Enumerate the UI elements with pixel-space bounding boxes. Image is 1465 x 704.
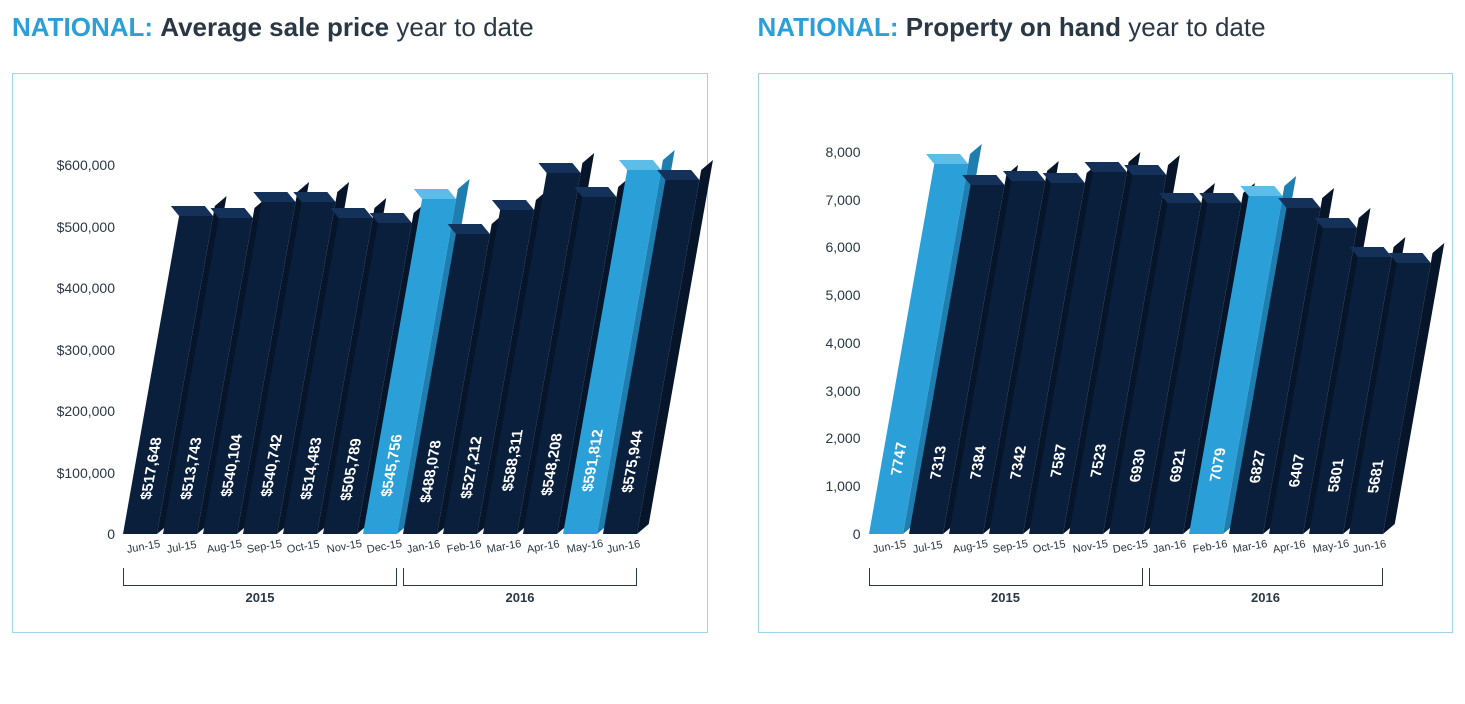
x-tick-label: Jul-15 bbox=[166, 539, 198, 556]
chart-plot-area: 01,0002,0003,0004,0005,0006,0007,0008,00… bbox=[779, 104, 1433, 534]
y-tick-label: $600,000 bbox=[57, 157, 115, 173]
x-tick-label: Jul-15 bbox=[911, 539, 943, 556]
bar-top-face bbox=[1084, 162, 1126, 172]
y-tick-label: 8,000 bbox=[825, 144, 860, 160]
y-tick-label: 7,000 bbox=[825, 192, 860, 208]
x-tick-label: Sep-15 bbox=[991, 538, 1028, 556]
charts-row: NATIONAL: Average sale price year to dat… bbox=[12, 12, 1453, 633]
year-label: 2015 bbox=[246, 590, 275, 605]
chart-box: 0 1,000 2,000 3,000 4,000 5,000 6,000 7,000 8,00… bbox=[758, 73, 1454, 633]
x-tick-label: Oct-15 bbox=[1031, 538, 1066, 556]
plot-area: 7747731373847342758775236930692170796827… bbox=[869, 104, 1423, 534]
bar-top-face bbox=[414, 189, 456, 199]
x-tick-label: Aug-15 bbox=[951, 538, 988, 556]
x-tick-label: Dec-15 bbox=[366, 538, 403, 556]
x-tick-label: Jun-15 bbox=[871, 538, 906, 556]
bar-top-face bbox=[926, 154, 968, 164]
x-tick-label: May-16 bbox=[1311, 538, 1349, 556]
y-axis: 01,0002,0003,0004,0005,0006,0007,0008,00… bbox=[779, 104, 869, 534]
x-tick-label: Oct-15 bbox=[286, 538, 321, 556]
x-tick-label: Jan-16 bbox=[406, 538, 441, 556]
x-tick-label: Nov-15 bbox=[1071, 538, 1108, 556]
y-axis: 0$100,000$200,000$300,000$400,000$500,00… bbox=[33, 104, 123, 534]
title-prefix: NATIONAL: bbox=[758, 12, 899, 42]
y-tick-label: $400,000 bbox=[57, 280, 115, 296]
bar-top-face bbox=[962, 175, 1004, 185]
x-tick-label: Mar-16 bbox=[486, 538, 522, 556]
chart-title: NATIONAL: Average sale price year to dat… bbox=[12, 12, 708, 43]
year-label: 2016 bbox=[1251, 590, 1280, 605]
y-tick-label: 0 bbox=[853, 526, 861, 542]
x-tick-label: Aug-15 bbox=[206, 538, 243, 556]
y-tick-label: 1,000 bbox=[825, 478, 860, 494]
y-tick-label: 4,000 bbox=[825, 335, 860, 351]
y-tick-label: $300,000 bbox=[57, 342, 115, 358]
bar-top-face bbox=[448, 224, 490, 234]
x-tick-label: Jun-15 bbox=[126, 538, 161, 556]
x-tick-label: Jan-16 bbox=[1151, 538, 1186, 556]
x-tick-label: Feb-16 bbox=[1191, 538, 1227, 556]
year-bracket bbox=[869, 568, 1143, 586]
x-tick-label: Feb-16 bbox=[446, 538, 482, 556]
bar-top-face bbox=[370, 213, 412, 223]
title-rest: year to date bbox=[1128, 12, 1265, 42]
x-tick-label: Jun-16 bbox=[1351, 538, 1386, 556]
chart-title: NATIONAL: Property on hand year to date bbox=[758, 12, 1454, 43]
y-tick-label: 0 bbox=[107, 526, 115, 542]
chart-panel-avg-sale-price: NATIONAL: Average sale price year to dat… bbox=[12, 12, 708, 633]
chart-box: 0 $100,000 $200,000 $300,000 $400,000 $500,00… bbox=[12, 73, 708, 633]
x-tick-label: Apr-16 bbox=[526, 538, 561, 556]
plot-area: $517,648$513,743$540,104$540,742$514,483… bbox=[123, 104, 677, 534]
bar-top-face bbox=[657, 170, 699, 180]
y-tick-label: $200,000 bbox=[57, 403, 115, 419]
bar-top-face bbox=[1124, 165, 1166, 175]
title-bold: Average sale price bbox=[160, 12, 389, 42]
y-tick-label: 2,000 bbox=[825, 430, 860, 446]
y-tick-label: 3,000 bbox=[825, 383, 860, 399]
bar-top-face bbox=[492, 200, 534, 210]
bars-3d-group: 7747731373847342758775236930692170796827… bbox=[869, 104, 1465, 534]
y-tick-label: $100,000 bbox=[57, 465, 115, 481]
year-label: 2016 bbox=[506, 590, 535, 605]
x-tick-label: Apr-16 bbox=[1271, 538, 1306, 556]
year-bracket bbox=[1149, 568, 1383, 586]
x-tick-label: Sep-15 bbox=[246, 538, 283, 556]
y-tick-label: 5,000 bbox=[825, 287, 860, 303]
bars-3d-group: $517,648$513,743$540,104$540,742$514,483… bbox=[123, 104, 752, 534]
x-tick-label: Nov-15 bbox=[326, 538, 363, 556]
x-tick-label: Mar-16 bbox=[1231, 538, 1267, 556]
bar-top-face bbox=[538, 163, 580, 173]
bar-top-face bbox=[330, 208, 372, 218]
x-tick-label: Jun-16 bbox=[606, 538, 641, 556]
chart-panel-property-on-hand: NATIONAL: Property on hand year to date … bbox=[758, 12, 1454, 633]
x-tick-label: Dec-15 bbox=[1111, 538, 1148, 556]
bar-top-face bbox=[574, 187, 616, 197]
chart-plot-area: 0$100,000$200,000$300,000$400,000$500,00… bbox=[33, 104, 687, 534]
bar-top-face bbox=[171, 206, 213, 216]
bar-top-face bbox=[253, 192, 295, 202]
y-tick-label: 6,000 bbox=[825, 239, 860, 255]
year-label: 2015 bbox=[991, 590, 1020, 605]
bar-top-face bbox=[1240, 186, 1282, 196]
title-rest: year to date bbox=[396, 12, 533, 42]
y-tick-label: $500,000 bbox=[57, 219, 115, 235]
bar-top-face bbox=[1278, 198, 1320, 208]
year-bracket bbox=[123, 568, 397, 586]
bar-top-face bbox=[293, 192, 335, 202]
bar-top-face bbox=[619, 160, 661, 170]
year-bracket bbox=[403, 568, 637, 586]
bar-top-face bbox=[1388, 253, 1430, 263]
title-bold: Property on hand bbox=[906, 12, 1121, 42]
title-prefix: NATIONAL: bbox=[12, 12, 153, 42]
x-tick-label: May-16 bbox=[566, 538, 604, 556]
